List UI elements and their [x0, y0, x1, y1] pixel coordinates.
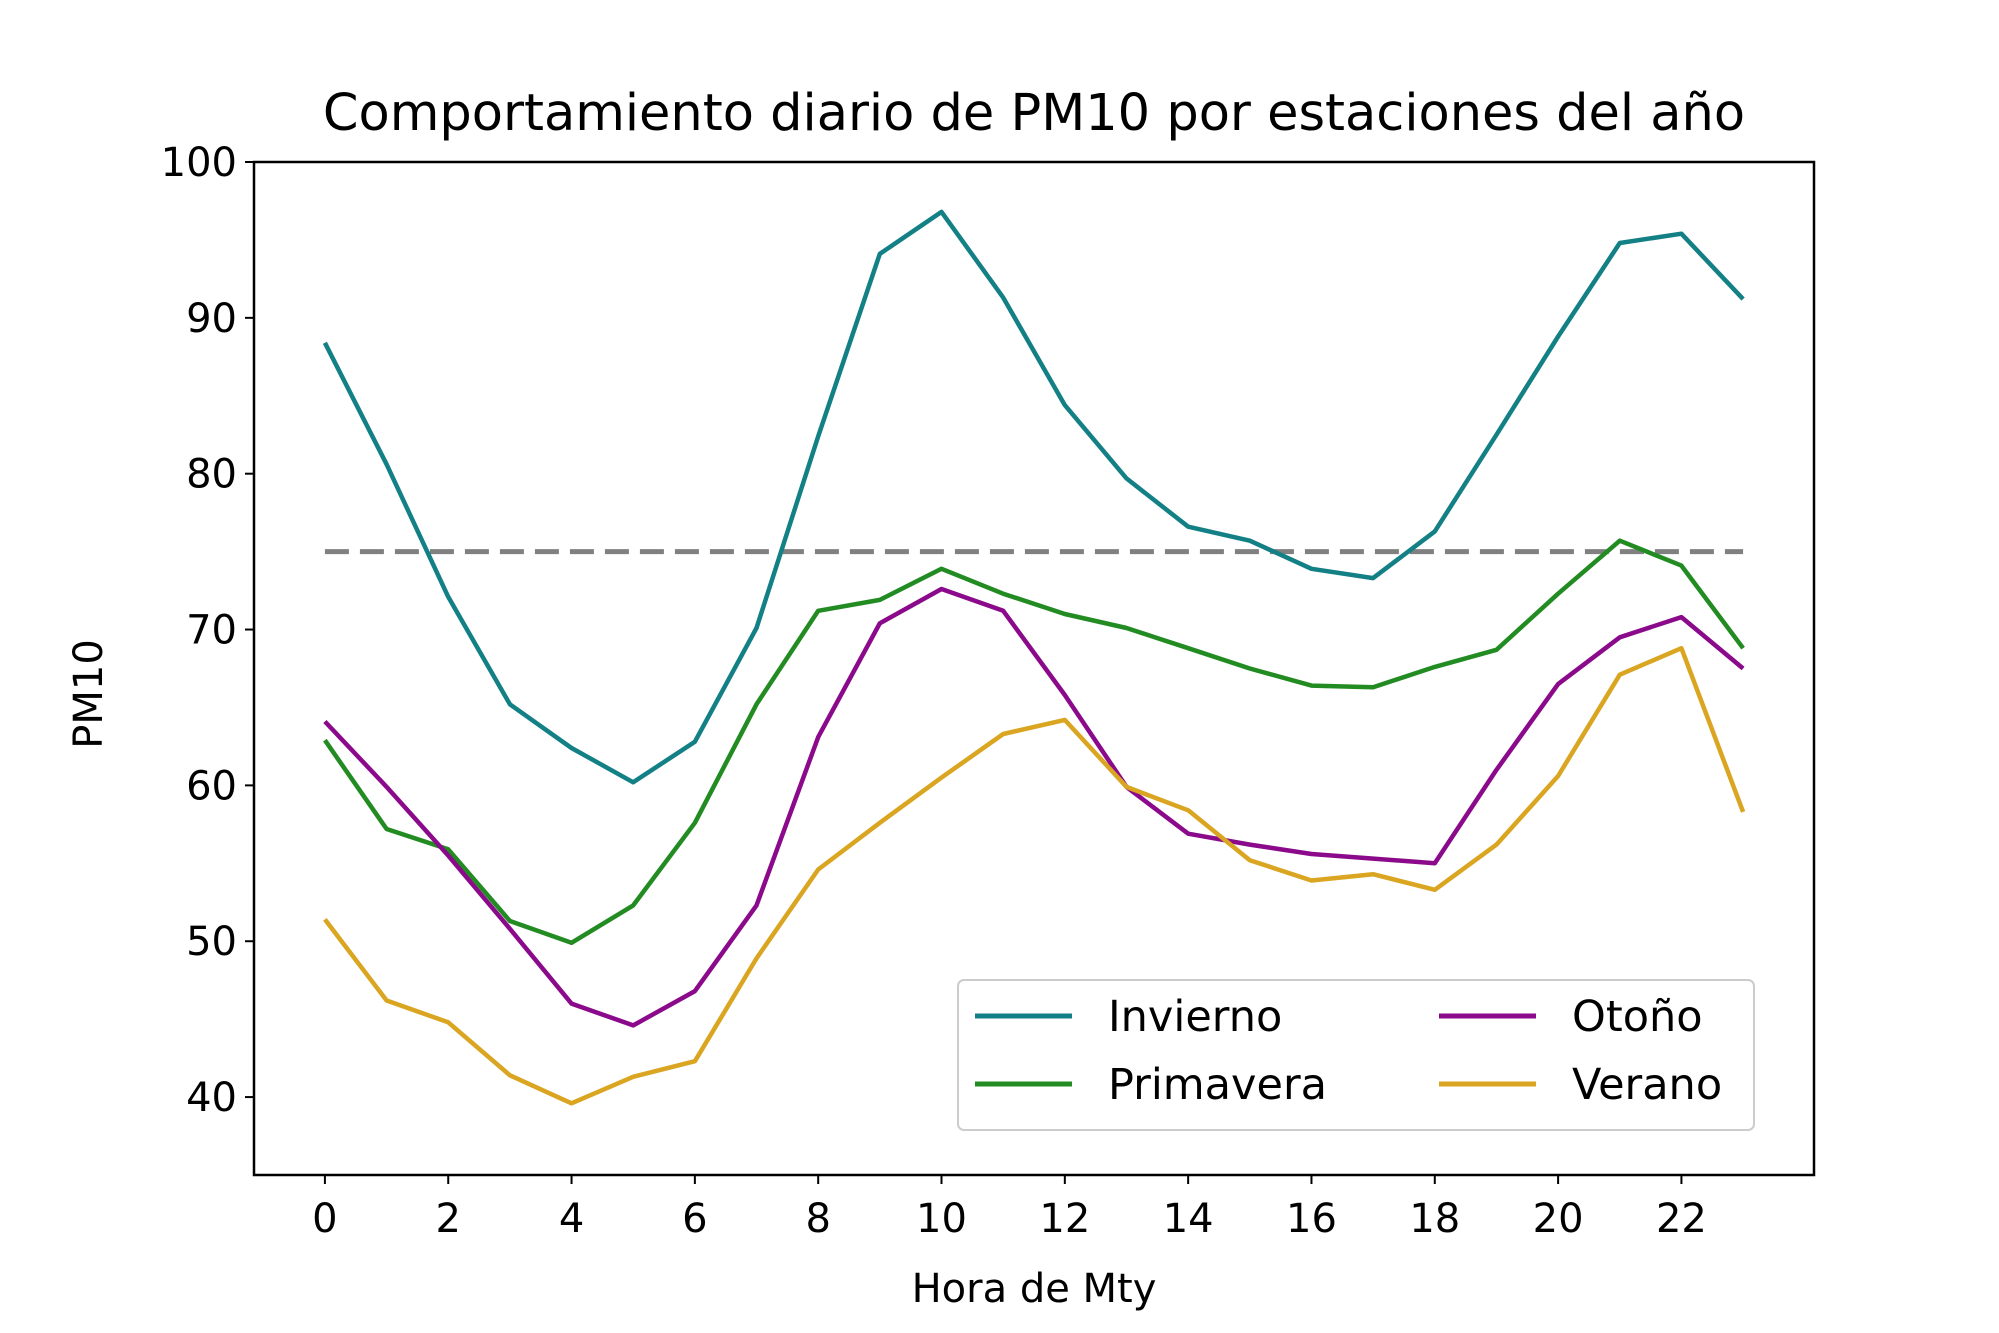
x-tick-label: 16 [1286, 1196, 1337, 1242]
series-line-invierno [322, 209, 1745, 785]
y-tick-label: 40 [186, 1075, 237, 1121]
series-lines [322, 209, 1746, 1106]
legend-label-primavera: Primavera [1108, 1060, 1327, 1110]
y-tick-label: 90 [186, 296, 237, 342]
x-axis-label: Hora de Mty [912, 1266, 1157, 1312]
series-line-verano [323, 645, 1746, 1106]
plot-frame [252, 160, 1816, 1177]
series-line-otono [323, 586, 1745, 1028]
y-axis-ticks: 40 50 60 70 80 90 100 [161, 140, 254, 1121]
y-tick-label: 70 [186, 608, 237, 654]
x-tick-label: 6 [682, 1196, 707, 1242]
x-tick-label: 2 [436, 1196, 461, 1242]
y-axis-label: PM10 [66, 639, 112, 749]
x-tick-label: 14 [1163, 1196, 1214, 1242]
x-tick-label: 8 [805, 1196, 830, 1242]
legend-label-otono: Otoño [1572, 992, 1703, 1042]
y-tick-label: 60 [186, 763, 237, 809]
y-tick-label: 50 [186, 919, 237, 965]
series-line-primavera [323, 538, 1745, 946]
legend-frame [957, 979, 1755, 1131]
x-tick-label: 12 [1039, 1196, 1090, 1242]
y-tick-label: 100 [161, 140, 237, 186]
legend: Invierno Primavera Otoño Verano [957, 979, 1755, 1131]
legend-label-invierno: Invierno [1108, 992, 1282, 1042]
y-tick-label: 80 [186, 452, 237, 498]
x-tick-label: 18 [1409, 1196, 1460, 1242]
legend-label-verano: Verano [1572, 1060, 1722, 1110]
x-tick-label: 22 [1656, 1196, 1707, 1242]
x-axis-ticks: 0 2 4 6 8 10 12 14 16 18 20 22 [312, 1175, 1707, 1242]
x-tick-label: 0 [312, 1196, 337, 1242]
x-tick-label: 4 [559, 1196, 584, 1242]
x-tick-label: 10 [916, 1196, 967, 1242]
x-tick-label: 20 [1533, 1196, 1584, 1242]
chart-title: Comportamiento diario de PM10 por estaci… [323, 84, 1745, 143]
